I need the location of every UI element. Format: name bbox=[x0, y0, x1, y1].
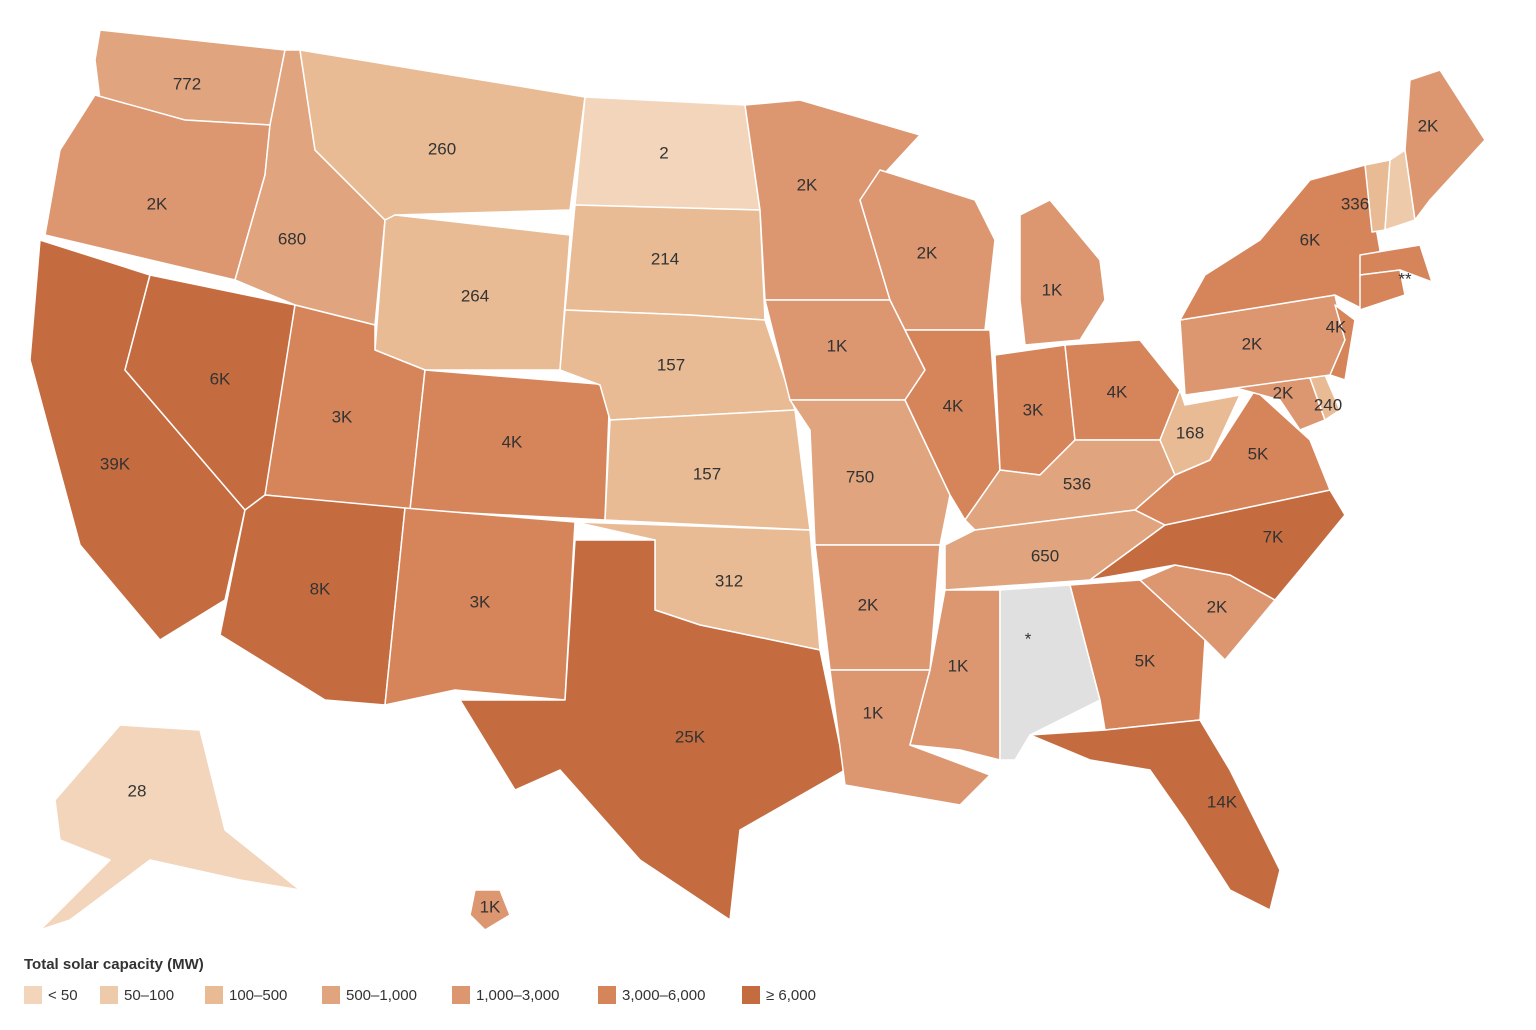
state-label: 3K bbox=[470, 592, 491, 611]
state bbox=[384, 507, 576, 706]
state-label: 4K bbox=[1107, 382, 1128, 401]
state bbox=[1359, 269, 1406, 311]
state-label: 1K bbox=[480, 897, 501, 916]
state-label: 1K bbox=[863, 703, 884, 722]
state-label: 2K bbox=[1207, 597, 1228, 616]
state-label: 25K bbox=[675, 727, 706, 746]
state bbox=[219, 494, 406, 706]
state-label: 8K bbox=[310, 579, 331, 598]
legend-swatch bbox=[100, 986, 118, 1004]
state-label: 3K bbox=[332, 407, 353, 426]
state-label: 264 bbox=[461, 286, 489, 305]
state-label: 39K bbox=[100, 454, 131, 473]
state-label: 2K bbox=[917, 243, 938, 262]
state-labels: 772 2K 39K 6K 680 260 264 3K 4K 8K 3K 2 214 157 157 312… bbox=[100, 74, 1439, 916]
legend-label: < 50 bbox=[48, 987, 78, 1004]
state-label: 312 bbox=[715, 571, 743, 590]
legend-swatch bbox=[322, 986, 340, 1004]
state-label: 772 bbox=[173, 74, 201, 93]
state-label: 536 bbox=[1063, 474, 1091, 493]
state bbox=[1329, 304, 1356, 381]
state bbox=[459, 539, 846, 921]
state-label: 2K bbox=[797, 175, 818, 194]
legend-swatch bbox=[205, 986, 223, 1004]
legend: < 50 50–100 100–500 500–1,000 1,000–3,000 3,0… bbox=[24, 986, 816, 1004]
legend-swatch bbox=[24, 986, 42, 1004]
legend-swatch bbox=[452, 986, 470, 1004]
legend-label: 50–100 bbox=[124, 987, 174, 1004]
state-label: 4K bbox=[943, 396, 964, 415]
state bbox=[1159, 389, 1241, 476]
state-label: 1K bbox=[827, 336, 848, 355]
state-label: 6K bbox=[1300, 230, 1321, 249]
state-label: ** bbox=[1398, 269, 1412, 288]
state-label: 5K bbox=[1135, 651, 1156, 670]
state-label: 2K bbox=[1273, 383, 1294, 402]
legend-swatch bbox=[598, 986, 616, 1004]
state-label: 260 bbox=[428, 139, 456, 158]
state-label: 336 bbox=[1341, 194, 1369, 213]
state bbox=[39, 724, 301, 931]
state-label: 157 bbox=[657, 355, 685, 374]
state-label: 157 bbox=[693, 464, 721, 483]
legend-label: 3,000–6,000 bbox=[622, 987, 705, 1004]
state bbox=[904, 329, 1001, 521]
states bbox=[29, 29, 1486, 931]
state-label: 5K bbox=[1248, 444, 1269, 463]
state bbox=[1179, 164, 1381, 321]
state-label: 650 bbox=[1031, 546, 1059, 565]
state-label: 240 bbox=[1314, 395, 1342, 414]
state-label: 2K bbox=[1418, 116, 1439, 135]
state-label: 3K bbox=[1023, 400, 1044, 419]
state-label: * bbox=[1025, 629, 1032, 648]
state-label: 2 bbox=[659, 143, 668, 162]
state-label: 4K bbox=[1326, 317, 1347, 336]
state bbox=[1404, 69, 1486, 221]
legend-label: ≥ 6,000 bbox=[766, 987, 816, 1004]
legend-label: 100–500 bbox=[229, 987, 287, 1004]
state-label: 2K bbox=[147, 194, 168, 213]
state-label: 214 bbox=[651, 249, 679, 268]
state bbox=[859, 169, 996, 331]
state-label: 1K bbox=[1042, 280, 1063, 299]
legend-title: Total solar capacity (MW) bbox=[24, 956, 204, 973]
state-label: 168 bbox=[1176, 423, 1204, 442]
state-label: 28 bbox=[128, 781, 147, 800]
state bbox=[1029, 719, 1281, 911]
state-label: 2K bbox=[1242, 334, 1263, 353]
legend-label: 1,000–3,000 bbox=[476, 987, 559, 1004]
state-label: 2K bbox=[858, 595, 879, 614]
state bbox=[1019, 199, 1106, 346]
legend-swatch bbox=[742, 986, 760, 1004]
state-label: 14K bbox=[1207, 792, 1238, 811]
state-label: 7K bbox=[1263, 527, 1284, 546]
legend-label: 500–1,000 bbox=[346, 987, 417, 1004]
state bbox=[469, 889, 511, 931]
state-label: 680 bbox=[278, 229, 306, 248]
state-label: 6K bbox=[210, 369, 231, 388]
state-label: 4K bbox=[502, 432, 523, 451]
state-label: 1K bbox=[948, 656, 969, 675]
state-label: 750 bbox=[846, 467, 874, 486]
